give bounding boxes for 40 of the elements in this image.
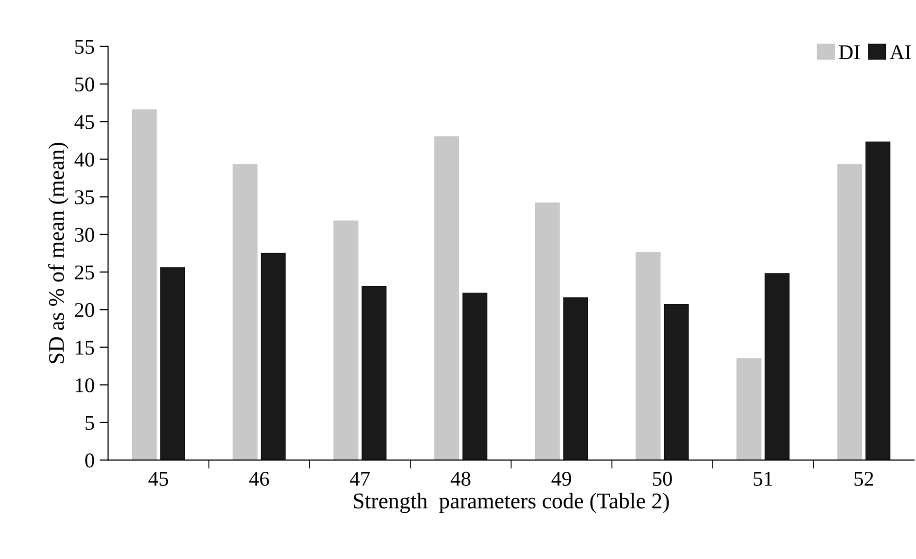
x-axis-title: Strength parameters code (Table 2) [354,492,669,514]
x-tick-label: 48 [450,472,470,486]
y-tick-label: 30 [75,228,94,242]
x-tick-label: 47 [350,472,370,486]
bar [636,252,661,460]
y-tick-label: 40 [74,152,94,167]
bar [736,358,762,460]
x-tick-label: 51 [754,472,772,486]
x-tick-label: 46 [249,472,270,486]
bar [333,220,358,460]
y-tick-label: 5 [86,416,94,430]
y-tick-label: 50 [75,77,94,92]
bar [160,267,186,460]
y-tick-label: 45 [74,115,94,130]
legend-label: AI [890,45,911,60]
bar [434,136,460,460]
bar [462,292,488,460]
bar [764,273,790,460]
y-tick-label: 0 [85,453,94,468]
y-tick-label: 25 [74,265,94,280]
bar [260,252,286,460]
bar [362,286,387,460]
bar [232,164,258,460]
x-tick-label: 50 [653,472,672,486]
x-tick-label: 52 [854,472,874,486]
bar [132,109,157,460]
x-tick-label: 49 [552,472,572,486]
bar [664,304,689,460]
bar [837,164,862,460]
x-tick-label: 45 [148,472,168,486]
bar [563,297,588,460]
y-tick-label: 10 [76,378,94,392]
bar [534,202,560,460]
y-tick-label: 55 [75,40,94,54]
y-tick-label: 15 [76,340,94,355]
legend-label: DI [839,45,860,60]
y-tick-label: 35 [75,190,94,204]
y-tick-label: 20 [74,303,94,318]
bar [865,142,890,460]
y-axis-title: SD as % of mean (mean) [48,142,69,364]
